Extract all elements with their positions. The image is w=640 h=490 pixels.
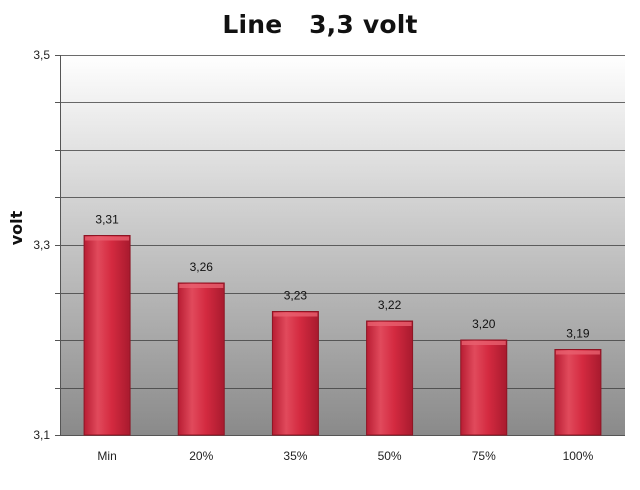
y-axis-label: volt: [7, 210, 26, 245]
bar-highlight: [461, 341, 506, 345]
x-tick-label: 75%: [472, 449, 496, 463]
bar-highlight: [85, 236, 130, 241]
bar-highlight: [179, 284, 224, 288]
x-tick-label: Min: [97, 449, 116, 463]
data-label: 3,23: [284, 289, 308, 303]
gridlines: [60, 55, 625, 389]
x-tick-label: 100%: [563, 449, 594, 463]
bar: [554, 349, 602, 436]
bar-highlight: [367, 322, 412, 326]
x-tick-label: 50%: [378, 449, 402, 463]
labels: 3,1 3,3 3,5 3,31 Min 3,26 20% 3,23 35% 3,22 50% 3,2…: [33, 48, 593, 463]
data-label: 3,20: [472, 317, 496, 331]
bar: [271, 311, 319, 436]
bar-highlight: [555, 350, 600, 355]
bar-highlight: [273, 312, 318, 317]
bar: [177, 282, 225, 436]
y-tick-label: 3,5: [33, 48, 50, 62]
data-label: 3,19: [566, 327, 590, 341]
axes: [55, 55, 625, 436]
chart-title: Line 3,3 volt: [222, 10, 418, 39]
y-tick-label: 3,1: [33, 428, 50, 442]
bar: [366, 320, 414, 436]
data-label: 3,22: [378, 298, 402, 312]
y-tick-label: 3,3: [33, 238, 50, 252]
bar: [83, 235, 131, 436]
bars: [83, 235, 602, 436]
x-tick-label: 35%: [283, 449, 307, 463]
data-label: 3,31: [95, 213, 119, 227]
bar: [460, 339, 508, 436]
x-tick-label: 20%: [189, 449, 213, 463]
data-label: 3,26: [190, 260, 214, 274]
